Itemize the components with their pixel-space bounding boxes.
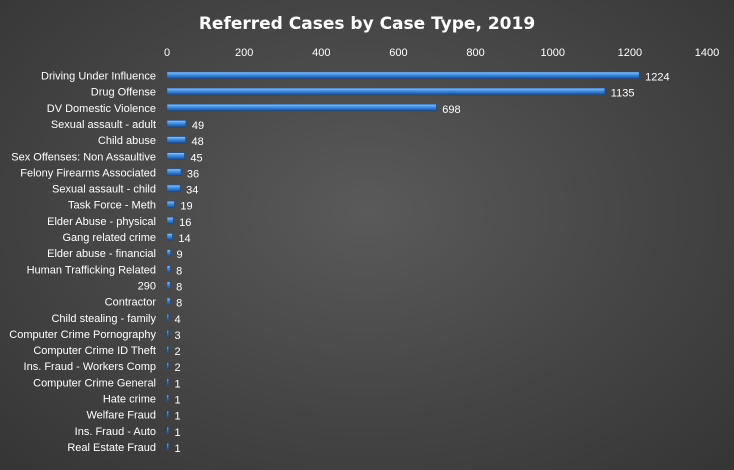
bar: [166, 249, 171, 257]
x-tick-label: 1000: [540, 47, 564, 59]
data-label: 45: [190, 152, 202, 164]
bar: [166, 265, 171, 274]
category-label: Sexual assault - child: [52, 184, 156, 196]
x-tick-label: 1400: [695, 47, 719, 59]
bar: [166, 281, 171, 290]
bar: [166, 152, 185, 160]
data-label: 14: [178, 233, 190, 245]
bar: [166, 394, 169, 403]
category-label: Task Force - Meth: [68, 200, 156, 212]
data-label: 19: [180, 201, 192, 213]
data-label: 8: [176, 265, 182, 277]
data-label: 1135: [611, 88, 635, 100]
data-label: 8: [176, 298, 182, 310]
data-label: 1224: [645, 72, 669, 84]
category-label: Welfare Fraud: [87, 410, 157, 422]
bar: [166, 362, 169, 370]
bar: [166, 217, 174, 225]
data-label: 36: [187, 168, 199, 180]
chart-title: Referred Cases by Case Type, 2019: [199, 14, 535, 34]
bar: [166, 200, 175, 209]
category-label: Sexual assault - adult: [51, 119, 156, 131]
category-label: Elder Abuse - physical: [47, 216, 156, 228]
bar: [166, 136, 186, 144]
data-label: 16: [179, 217, 191, 229]
category-label: Computer Crime General: [33, 377, 156, 389]
x-tick-label: 0: [164, 47, 170, 59]
data-label: 34: [186, 185, 198, 197]
category-label: Child abuse: [98, 135, 156, 147]
data-label: 2: [175, 362, 181, 374]
category-label: Felony Firearms Associated: [20, 167, 156, 179]
bar: [166, 378, 169, 387]
data-label: 2: [175, 346, 181, 358]
bar: [166, 346, 169, 354]
bar: [166, 71, 640, 80]
category-label: Elder abuse - financial: [47, 248, 156, 260]
category-label: Real Estate Fraud: [67, 442, 156, 454]
x-tick-label: 800: [466, 47, 484, 59]
data-label: 4: [175, 314, 181, 326]
data-label: 8: [176, 281, 182, 293]
category-label: Computer Crime Pornography: [9, 329, 156, 341]
data-label: 9: [176, 249, 182, 261]
bar: [166, 330, 169, 338]
category-label: Ins. Fraud - Workers Comp: [24, 361, 156, 373]
x-tick-label: 600: [389, 47, 407, 59]
bar: [166, 87, 606, 96]
bar: [166, 314, 169, 322]
x-tick-label: 200: [235, 47, 253, 59]
category-label: Driving Under Influence: [41, 71, 156, 83]
data-label: 1: [175, 411, 181, 423]
category-label: Gang related crime: [62, 232, 156, 244]
category-label: Drug Offense: [91, 87, 156, 99]
bar: [166, 104, 437, 112]
bar: [166, 120, 187, 128]
data-label: 1: [175, 427, 181, 439]
data-label: 3: [175, 330, 181, 342]
category-label: Computer Crime ID Theft: [33, 345, 156, 357]
data-label: 49: [192, 120, 204, 132]
data-label: 1: [175, 395, 181, 407]
x-tick-label: 1200: [618, 47, 642, 59]
category-label: DV Domestic Violence: [47, 103, 156, 115]
bar: [166, 410, 169, 419]
data-label: 1: [175, 378, 181, 390]
bar: [166, 297, 171, 306]
x-tick-label: 400: [312, 47, 330, 59]
category-label: Child stealing - family: [51, 313, 156, 325]
bar: [166, 184, 181, 193]
data-label: 698: [442, 104, 460, 116]
category-label: Human Trafficking Related: [27, 264, 156, 276]
data-label: 48: [192, 136, 204, 148]
category-label: Ins. Fraud - Auto: [75, 426, 156, 438]
bar: [166, 168, 182, 177]
category-label: Hate crime: [103, 394, 156, 406]
data-label: 1: [175, 443, 181, 455]
bar: [166, 427, 169, 435]
bar: [166, 443, 169, 451]
category-label: Contractor: [105, 297, 157, 309]
category-label: Sex Offenses: Non Assaultive: [11, 151, 156, 163]
bar: [166, 233, 173, 241]
category-label: 290: [138, 280, 156, 292]
